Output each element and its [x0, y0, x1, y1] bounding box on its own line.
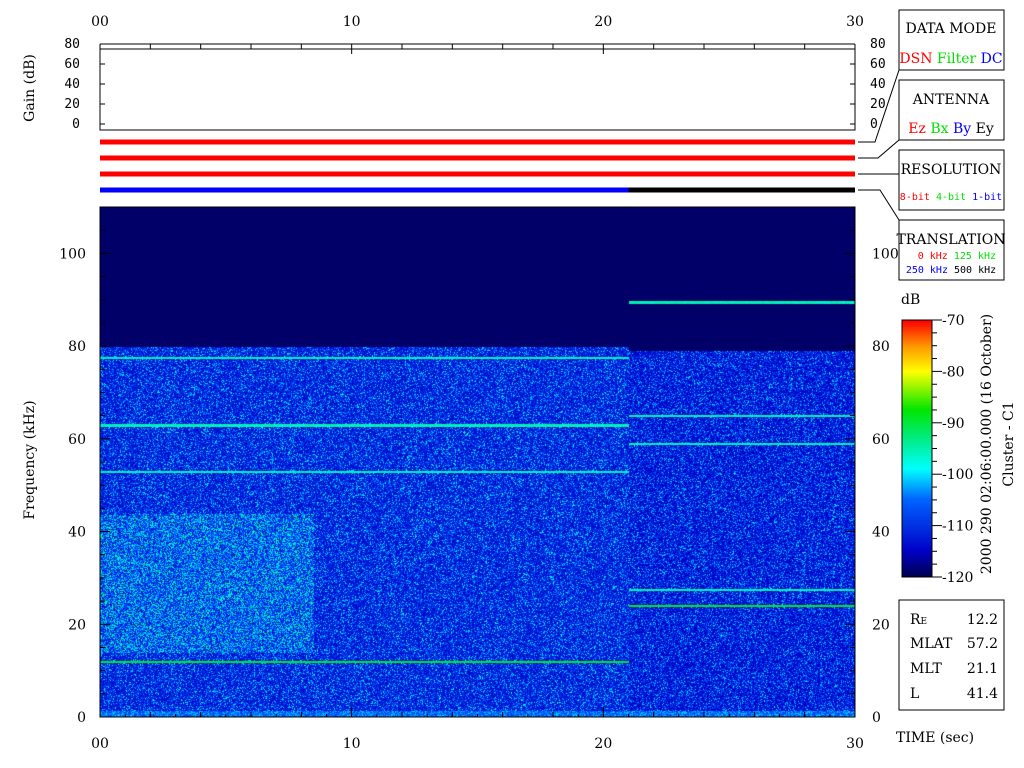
legend-title: RESOLUTION [901, 162, 1002, 178]
legend-translation: TRANSLATION 0 kHz 125 kHz 250 kHz 500 kH… [896, 219, 1006, 281]
status-line-translation [100, 187, 629, 193]
connector-lines [858, 69, 900, 221]
info-label: RE [910, 612, 927, 628]
colorbar-tick-label: -100 [942, 467, 973, 483]
info-value: 12.2 [967, 612, 998, 628]
status-line-antenna [100, 155, 855, 161]
legend-items: 0 kHz 125 kHz [918, 251, 996, 262]
y-tick-label-right: 80 [872, 339, 890, 355]
y-tick-label-right: 60 [872, 432, 890, 448]
legend-items: 8-bit 4-bit 1-bit [900, 192, 1002, 203]
colorbar-tick-label: -70 [942, 313, 965, 329]
colorbar-frame [901, 319, 933, 578]
legend-items: Ez Bx By Ey [908, 121, 994, 137]
x-tick-label-top: 10 [343, 14, 361, 30]
colorbar-tick-label: -110 [942, 519, 973, 535]
status-line-resolution [100, 171, 855, 177]
legend-items: 250 kHz 500 kHz [906, 265, 996, 276]
info-label: L [910, 686, 919, 702]
y-tick-label-right: 0 [872, 710, 881, 726]
colorbar-tick-label: -80 [942, 364, 965, 380]
x-tick-label: 30 [846, 736, 864, 752]
orbit-info-box: RE 12.2 MLAT 57.2 MLT 21.1 L 41.4 [898, 599, 1005, 711]
gain-tick-label: 80 [64, 37, 80, 52]
y-tick-label-right: 100 [872, 246, 899, 262]
legend-antenna: ANTENNA Ez Bx By Ey [898, 79, 1005, 141]
legend-data-mode: DATA MODE DSN Filter DC [898, 9, 1005, 71]
y-tick-label: 100 [59, 246, 86, 262]
spacecraft-label: Cluster - C1 [1001, 401, 1017, 486]
colorbar-tick-label: -90 [942, 416, 965, 432]
gain-tick-label-right: 40 [870, 77, 886, 92]
x-tick-label-top: 30 [846, 14, 864, 30]
legend-title: ANTENNA [912, 92, 990, 108]
legend-title: DATA MODE [906, 21, 997, 37]
info-label: MLT [910, 661, 942, 677]
y-tick-label: 60 [68, 432, 86, 448]
gain-tick-label: 20 [64, 97, 80, 112]
gain-tick-label: 0 [72, 117, 80, 132]
gain-tick-label-right: 0 [870, 117, 878, 132]
info-value: 57.2 [967, 636, 998, 652]
legend-items: DSN Filter DC [899, 51, 1002, 67]
x-tick-label: 20 [594, 736, 612, 752]
y-tick-label: 0 [77, 710, 86, 726]
colorbar-tick-label: -120 [942, 570, 973, 586]
spectrogram [100, 207, 855, 717]
x-tick-label: 00 [91, 736, 109, 752]
status-line-data-mode [100, 139, 855, 145]
legend-resolution: RESOLUTION 8-bit 4-bit 1-bit [898, 149, 1005, 211]
x-axis-label: TIME (sec) [896, 730, 974, 746]
y-tick-label: 40 [68, 525, 86, 541]
x-tick-label-top: 00 [91, 14, 109, 30]
y-tick-label: 80 [68, 339, 86, 355]
gain-axis-label: Gain (dB) [22, 54, 38, 122]
timestamp-label: 2000 290 02:06:00.000 (16 October) [979, 314, 995, 574]
colorbar-label: dB [901, 292, 920, 308]
spectrogram-frame [99, 206, 856, 718]
y-axis-label: Frequency (kHz) [22, 400, 38, 519]
status-line-translation [628, 187, 855, 193]
y-tick-label: 20 [68, 617, 86, 633]
colorbar [902, 320, 932, 577]
gain-tick-label-right: 80 [870, 37, 886, 52]
gain-panel-frame [99, 48, 856, 131]
gain-tick-label: 40 [64, 77, 80, 92]
gain-tick-label: 60 [64, 57, 80, 72]
gain-tick-label-right: 20 [870, 97, 886, 112]
info-label: MLAT [910, 636, 953, 652]
x-tick-label: 10 [343, 736, 361, 752]
info-value: 41.4 [967, 686, 998, 702]
gain-tick-label-right: 60 [870, 57, 886, 72]
legend-title: TRANSLATION [896, 232, 1005, 248]
y-tick-label-right: 40 [872, 525, 890, 541]
y-tick-label-right: 20 [872, 617, 890, 633]
status-lines [100, 139, 855, 193]
x-tick-label-top: 20 [594, 14, 612, 30]
info-value: 21.1 [967, 661, 998, 677]
